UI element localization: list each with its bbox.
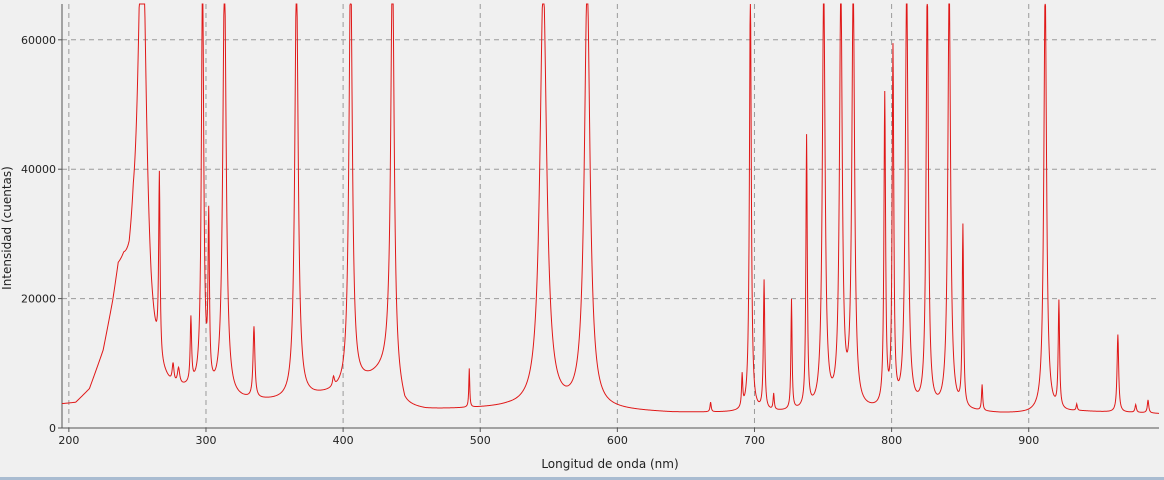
x-tick-label: 200 [58, 434, 79, 447]
y-tick-label: 0 [49, 422, 56, 435]
y-tick-label: 20000 [21, 293, 56, 306]
plot-area [62, 4, 1159, 427]
x-tick-label: 500 [470, 434, 491, 447]
window-bottom-edge [0, 477, 1164, 480]
y-tick-label: 60000 [21, 34, 56, 47]
axes [61, 4, 1159, 429]
x-tick-label: 900 [1018, 434, 1039, 447]
x-tick-label: 600 [607, 434, 628, 447]
x-ticks: 200 300 400 500 600 700 800 900 [58, 428, 1039, 447]
x-tick-label: 700 [744, 434, 765, 447]
x-tick-label: 800 [881, 434, 902, 447]
y-tick-label: 40000 [21, 163, 56, 176]
grid-lines [62, 4, 1159, 428]
series-line [61, 3, 1160, 414]
y-ticks: 0 20000 40000 60000 [21, 34, 62, 435]
x-tick-label: 300 [195, 434, 216, 447]
x-tick-label: 400 [333, 434, 354, 447]
x-axis-title: Longitud de onda (nm) [541, 457, 678, 471]
y-axis-title: Intensidad (cuentas) [0, 166, 14, 290]
